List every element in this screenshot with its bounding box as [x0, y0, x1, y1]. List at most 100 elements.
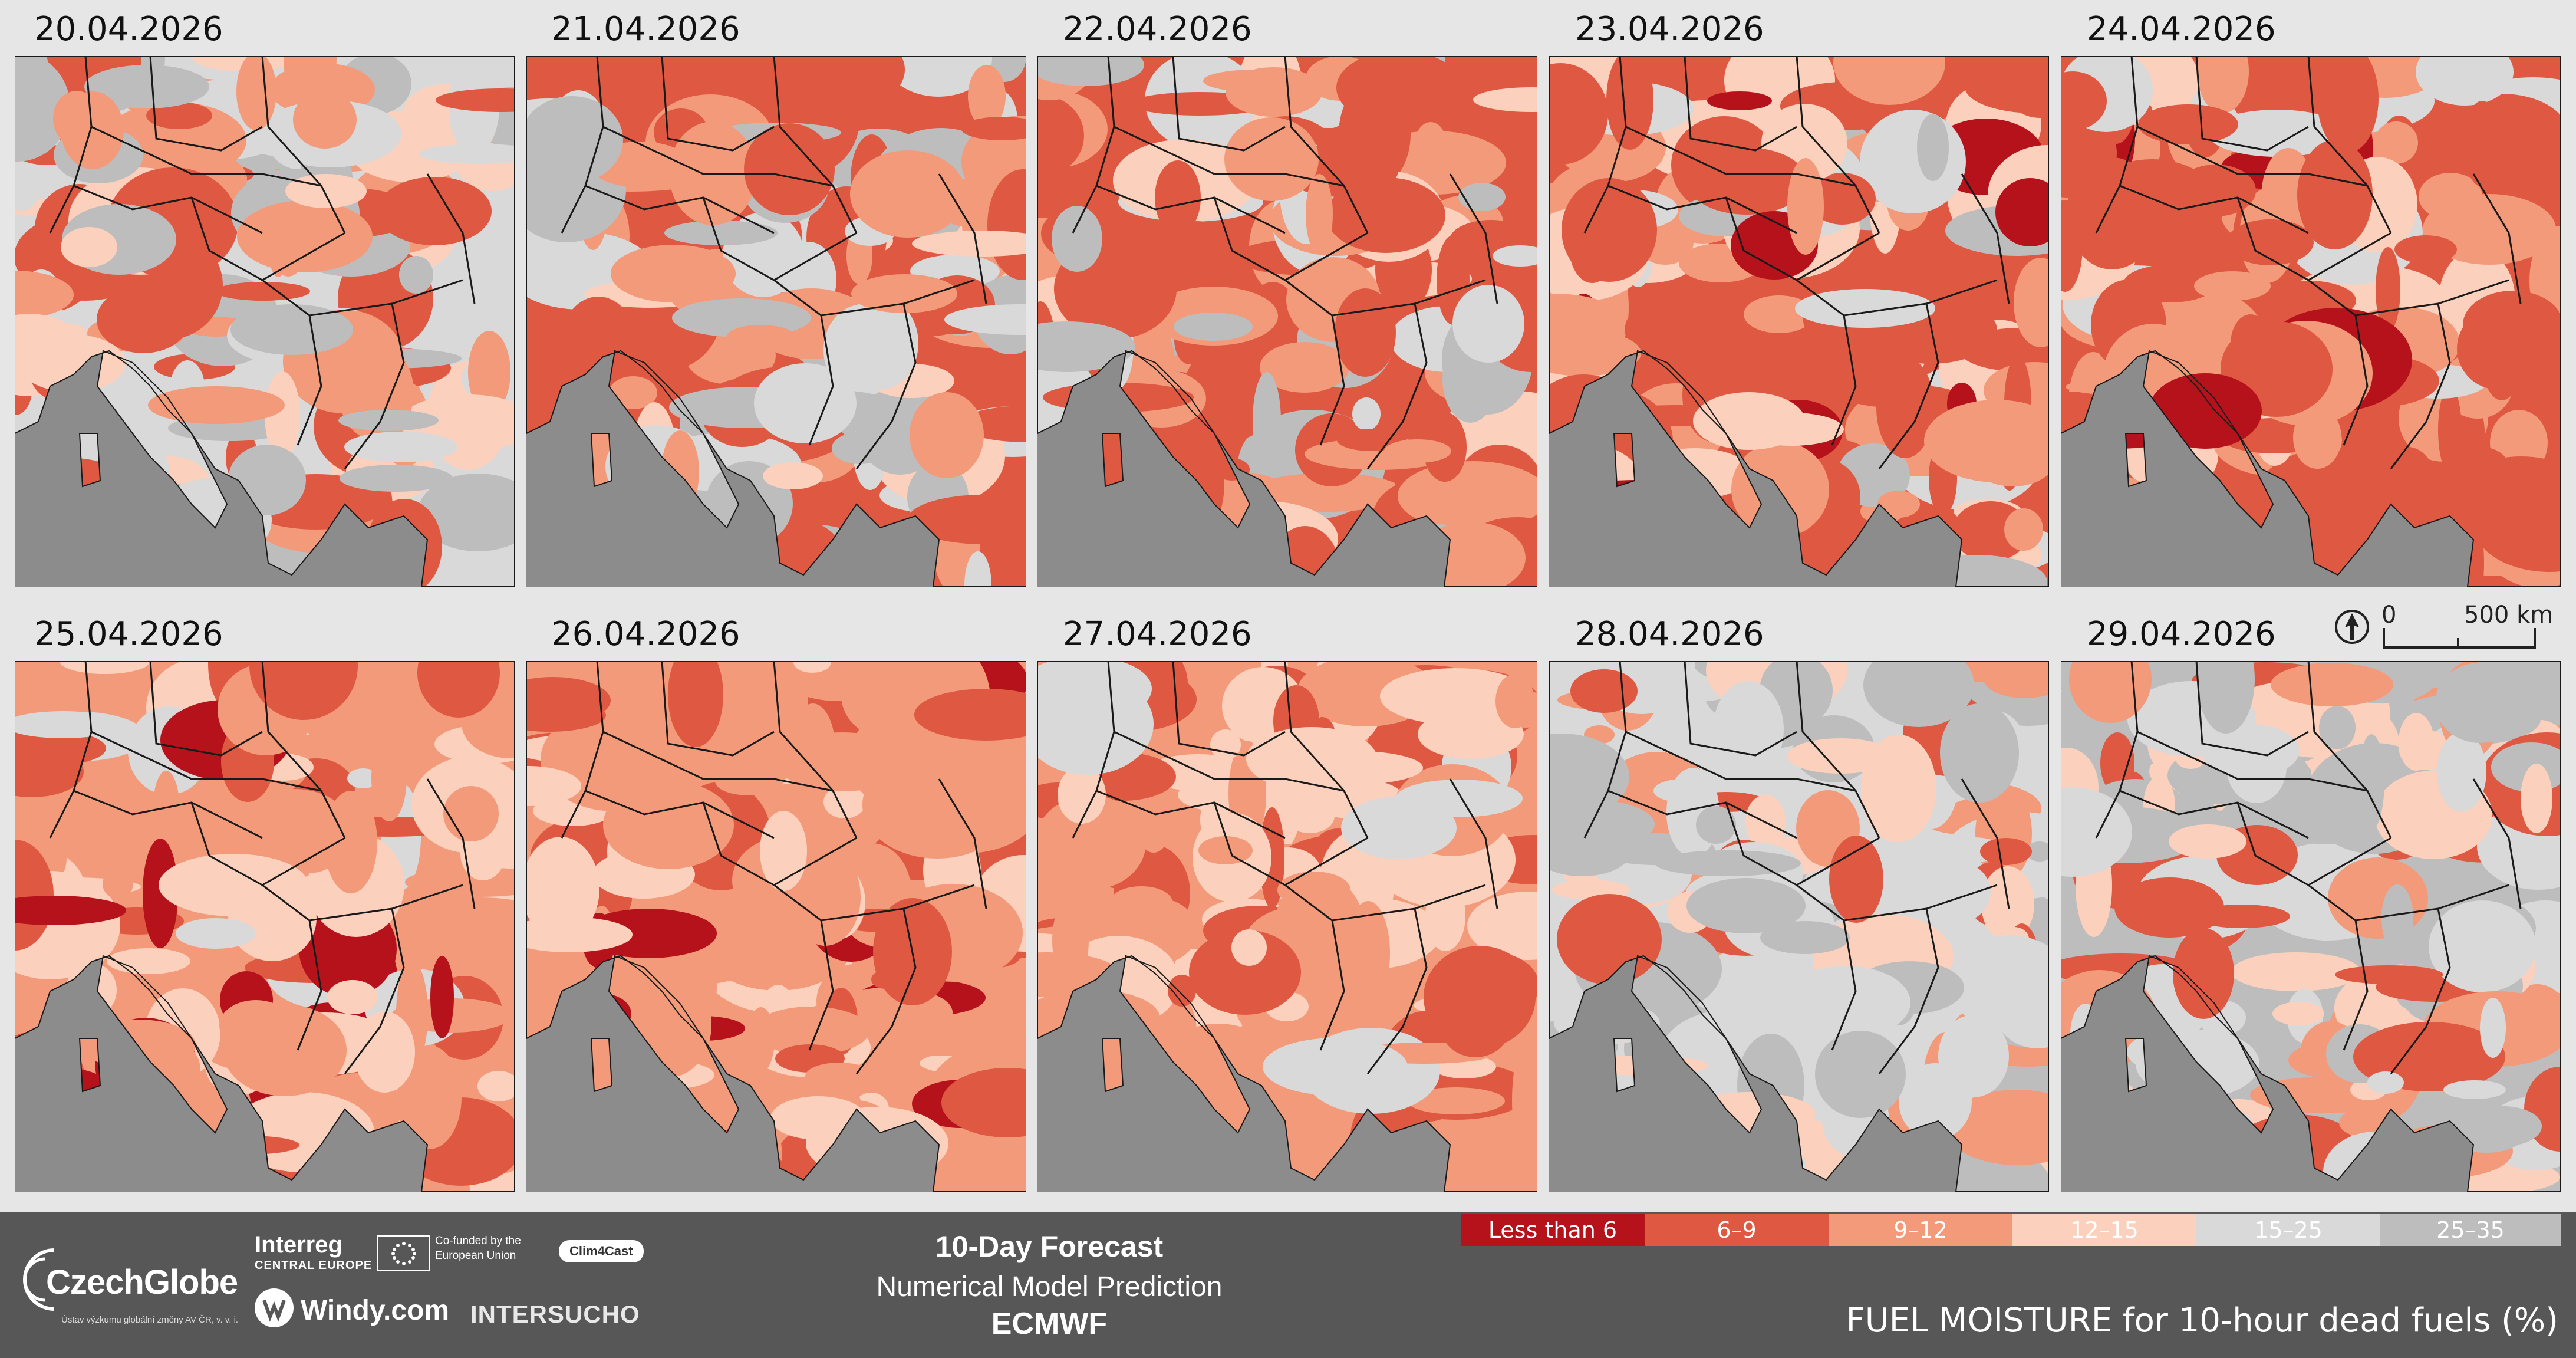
moisture-patch — [419, 144, 515, 164]
country-border — [2472, 173, 2522, 304]
moisture-patch — [1352, 397, 1381, 430]
moisture-patch — [1277, 872, 1350, 908]
moisture-patch — [477, 1071, 515, 1101]
moisture-patch — [340, 465, 453, 492]
moisture-patch — [230, 304, 353, 355]
country-border — [773, 884, 975, 922]
country-border — [2137, 731, 2368, 792]
moisture-patch — [1549, 63, 1608, 165]
moisture-patch — [1984, 661, 2049, 698]
moisture-patch — [2335, 965, 2443, 984]
map-svg — [526, 56, 1026, 587]
moisture-patch — [1203, 70, 1305, 92]
country-border — [585, 790, 775, 839]
moisture-patch — [763, 462, 823, 489]
moisture-patch — [1809, 173, 1876, 225]
moisture-patch — [2367, 1071, 2404, 1094]
windy-logo-text: Windy.com — [301, 1295, 450, 1326]
moisture-patch — [1380, 668, 1531, 725]
country-border — [1583, 661, 1627, 839]
country-border — [261, 56, 346, 234]
moisture-patch — [1815, 1031, 1906, 1118]
country-border — [1796, 884, 1998, 922]
country-border — [1284, 279, 1486, 317]
country-border — [1831, 920, 1857, 1051]
moisture-patch — [2197, 661, 2255, 734]
moisture-patch — [1829, 836, 1883, 923]
moisture-patch — [1335, 288, 1396, 377]
country-border — [73, 790, 263, 839]
moisture-patch — [862, 751, 1012, 859]
moisture-patch — [418, 474, 515, 551]
moisture-patch — [2231, 952, 2361, 991]
moisture-patch — [1452, 285, 1524, 363]
moisture-patch — [285, 174, 367, 208]
moisture-patch — [1562, 178, 1657, 282]
moisture-patch — [832, 432, 888, 464]
moisture-patch — [1995, 178, 2049, 246]
moisture-patch — [2358, 734, 2384, 830]
moisture-patch — [354, 1011, 415, 1093]
country-border — [1172, 56, 1286, 152]
moisture-patch — [1306, 174, 1333, 254]
moisture-patch — [2480, 998, 2506, 1058]
moisture-patch — [1407, 1087, 1505, 1114]
moisture-patch — [938, 777, 977, 828]
country-border — [808, 315, 834, 446]
country-border — [149, 56, 263, 152]
moisture-patch — [265, 371, 300, 459]
moisture-patch — [850, 150, 966, 238]
country-border — [1172, 661, 1286, 757]
cofunded-text: Co-funded by the European Union — [435, 1235, 521, 1262]
moisture-patch — [960, 406, 1026, 442]
country-border — [702, 197, 857, 281]
moisture-patch — [2374, 121, 2418, 164]
moisture-patch — [1253, 372, 1281, 470]
country-border — [1449, 778, 1498, 909]
moisture-patch — [1512, 1045, 1537, 1156]
moisture-patch — [1473, 87, 1537, 112]
coastline — [78, 433, 101, 488]
country-border — [2119, 185, 2309, 234]
coastline — [2142, 955, 2274, 1134]
country-border — [2095, 56, 2139, 234]
moisture-patch — [237, 200, 373, 272]
moisture-patch — [1625, 297, 1740, 361]
moisture-patch — [97, 286, 190, 353]
coastline — [15, 661, 515, 1192]
moisture-patch — [1833, 56, 1945, 105]
coastline — [526, 661, 1026, 1192]
moisture-patch — [2197, 56, 2249, 113]
moisture-patch — [1938, 1015, 2009, 1097]
map-svg — [15, 661, 515, 1192]
moisture-patch — [1263, 1038, 1408, 1096]
moisture-patch — [2271, 663, 2393, 706]
moisture-patch — [143, 839, 178, 948]
moisture-patch — [2419, 173, 2482, 220]
country-border — [938, 778, 987, 909]
moisture-patch — [744, 123, 835, 215]
panel-date: 26.04.2026 — [551, 615, 740, 653]
country-border — [1366, 908, 1428, 1074]
moisture-patch — [851, 274, 957, 313]
country-border — [1096, 185, 1286, 234]
country-border — [561, 661, 604, 839]
moisture-patch — [1549, 740, 1596, 762]
panel-date: 27.04.2026 — [1063, 615, 1252, 653]
clim4cast-logo: Clim4Cast — [559, 1240, 644, 1262]
country-border — [2137, 126, 2368, 187]
moisture-patch — [1863, 661, 1974, 727]
panel-date: 25.04.2026 — [34, 615, 223, 653]
moisture-patch — [1037, 795, 1146, 890]
moisture-patch — [776, 732, 909, 791]
moisture-patch — [1458, 183, 1506, 211]
forecast-subtitle: Numerical Model Prediction — [876, 1271, 1223, 1303]
moisture-patch — [236, 56, 276, 130]
moisture-patch — [430, 956, 454, 1038]
panel-date: 21.04.2026 — [551, 10, 740, 48]
moisture-patch — [2176, 165, 2256, 216]
moisture-patch — [1876, 357, 1934, 458]
map-svg — [1549, 661, 2049, 1192]
country-border — [261, 661, 346, 839]
moisture-patch — [908, 495, 1026, 544]
